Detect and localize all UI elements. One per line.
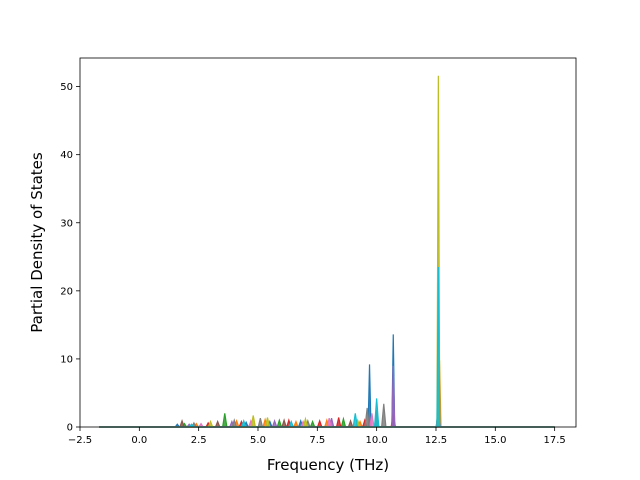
x-tick-label: 17.5 [544, 435, 566, 446]
x-tick-label: 12.5 [425, 435, 447, 446]
plot-frame [79, 57, 577, 428]
x-tick-label: 15.0 [484, 435, 506, 446]
y-axis-label: Partial Density of States [28, 152, 46, 333]
x-ticks: −2.5 0.0 2.5 5.0 7.5 10.0 12.5 15.0 17.5 [68, 427, 566, 446]
x-axis-label: Frequency (THz) [267, 456, 389, 474]
x-tick-label: 7.5 [309, 435, 325, 446]
y-tick-label: 0 [67, 423, 73, 434]
x-tick-label: −2.5 [68, 435, 92, 446]
x-tick-label: 5.0 [250, 435, 266, 446]
x-tick-label: 10.0 [366, 435, 388, 446]
x-tick-label: 2.5 [191, 435, 207, 446]
x-tick-label: 0.0 [131, 435, 147, 446]
y-tick-label: 50 [60, 82, 73, 93]
y-tick-label: 20 [60, 286, 73, 297]
series-7-line [98, 413, 555, 428]
y-ticks: 0 10 20 30 40 50 [60, 82, 80, 434]
y-tick-label: 40 [60, 150, 73, 161]
y-tick-label: 30 [60, 218, 73, 229]
y-tick-label: 10 [60, 354, 73, 365]
